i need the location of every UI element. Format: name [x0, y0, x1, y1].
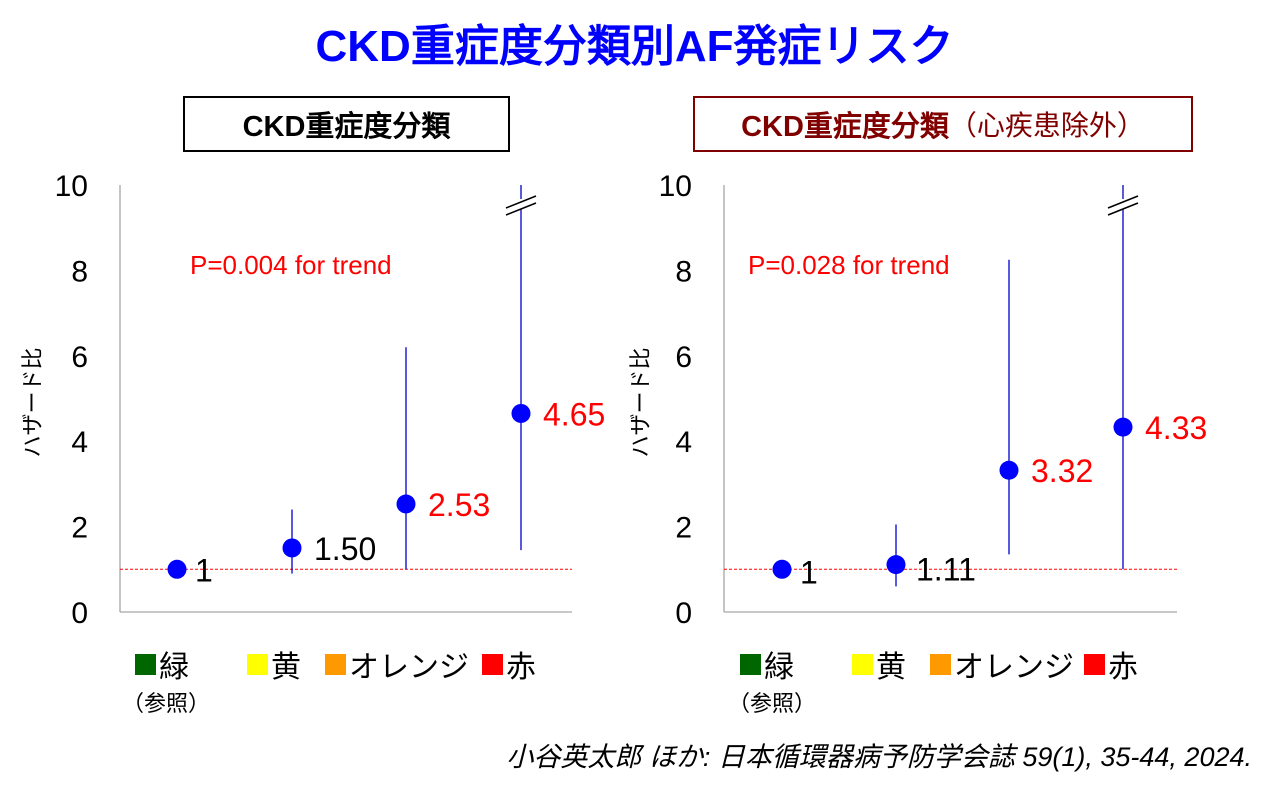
- legend-left-orange: オレンジ: [325, 642, 469, 686]
- data-point: [772, 559, 792, 579]
- page-title: CKD重症度分類別AF発症リスク: [315, 22, 954, 71]
- y-tick-label: 0: [675, 597, 692, 630]
- y-axis-label: ハザード比: [20, 347, 45, 457]
- y-tick-label: 0: [71, 597, 88, 630]
- y-tick-label: 10: [55, 170, 88, 203]
- legend-left-green: 緑: [135, 642, 189, 686]
- panel-header-left: CKD重症度分類: [183, 96, 510, 152]
- chart-right: 0 2 4 6 8 10 ハザード比 P=0.028 for trend 1 1.11 3.32 4.…: [628, 170, 1207, 630]
- legend-left-reference-note: （参照）: [122, 691, 211, 716]
- y-tick-label: 10: [659, 170, 692, 203]
- data-label: 1: [195, 552, 213, 588]
- axis-break-mark: [505, 202, 537, 216]
- legend-label-red: 赤: [506, 651, 536, 684]
- y-tick-label: 4: [675, 426, 692, 459]
- legend-swatch-red: [1084, 653, 1105, 675]
- legend-right-yellow: 黄: [852, 642, 906, 686]
- legend-right-red: 赤: [1084, 642, 1138, 686]
- legend-swatch-orange: [930, 653, 951, 675]
- legend-label-orange: オレンジ: [954, 651, 1074, 684]
- legend-right-green: 緑: [740, 642, 794, 686]
- data-point: [999, 460, 1019, 480]
- legend-left-yellow: 黄: [247, 642, 301, 686]
- y-tick-label: 8: [675, 255, 692, 288]
- axis-break-mark: [1107, 195, 1139, 209]
- legend-right-reference-note: （参照）: [728, 691, 817, 716]
- data-point: [167, 559, 187, 579]
- data-label: 3.32: [1031, 453, 1093, 489]
- y-tick-label: 2: [71, 512, 88, 545]
- legend-swatch-yellow: [852, 653, 873, 675]
- legend-swatch-red: [482, 653, 503, 675]
- data-point: [282, 538, 302, 558]
- legend-label-yellow: 黄: [271, 651, 301, 684]
- y-tick-label: 6: [71, 341, 88, 374]
- legend-swatch-yellow: [247, 653, 268, 675]
- p-trend-annotation: P=0.004 for trend: [190, 250, 392, 280]
- legend-swatch-green: [135, 653, 156, 675]
- chart-left: 0 2 4 6 8 10 ハザード比 P=0.004 for trend 1 1.50 2.53 4.…: [20, 170, 605, 630]
- axis-break-gap: [1107, 199, 1139, 209]
- data-label: 1: [800, 554, 818, 590]
- panel-header-right: CKD重症度分類 （心疾患除外）: [693, 96, 1193, 152]
- y-tick-label: 8: [71, 255, 88, 288]
- p-trend-annotation: P=0.028 for trend: [748, 250, 950, 280]
- data-label: 1.50: [314, 531, 376, 567]
- legend-label-green: 緑: [764, 651, 794, 684]
- data-point: [511, 403, 531, 423]
- panel-header-right-suffix: （心疾患除外）: [948, 110, 1145, 141]
- panel-header-right-label: CKD重症度分類: [741, 111, 949, 143]
- legend-left-red: 赤: [482, 642, 536, 686]
- panel-header-left-label: CKD重症度分類: [242, 111, 451, 143]
- legend-label-green: 緑: [159, 651, 189, 684]
- data-label: 1.11: [916, 552, 976, 588]
- y-axis-label: ハザード比: [628, 347, 653, 457]
- y-tick-label: 2: [675, 512, 692, 545]
- legend-label-yellow: 黄: [876, 651, 906, 684]
- legend-right-orange: オレンジ: [930, 642, 1074, 686]
- data-point: [1113, 417, 1133, 437]
- data-label: 4.65: [543, 396, 605, 432]
- data-point: [396, 494, 416, 514]
- legend-swatch-orange: [325, 653, 346, 675]
- axis-break-mark: [1107, 202, 1139, 216]
- axis-break-gap: [505, 199, 537, 209]
- legend-label-red: 赤: [1108, 651, 1138, 684]
- citation: 小谷英太郎 ほか: 日本循環器病予防学会誌 59(1), 35-44, 2024…: [506, 742, 1252, 772]
- y-tick-label: 6: [675, 341, 692, 374]
- legend-swatch-green: [740, 653, 761, 675]
- legend-label-orange: オレンジ: [349, 651, 469, 684]
- data-label: 4.33: [1145, 410, 1207, 446]
- data-point: [886, 555, 906, 575]
- data-label: 2.53: [428, 487, 490, 523]
- axis-break-mark: [505, 195, 537, 209]
- y-tick-label: 4: [71, 426, 88, 459]
